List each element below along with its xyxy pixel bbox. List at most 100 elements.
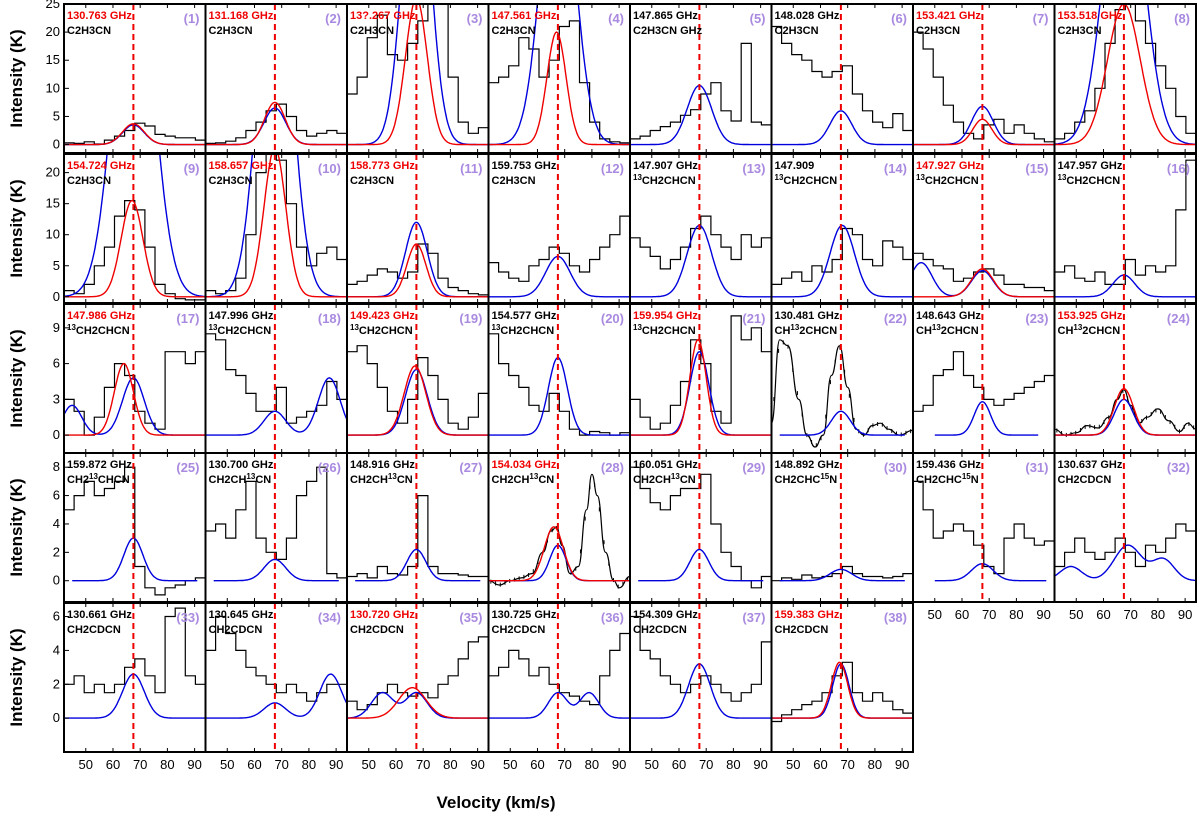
model-fit-blue [913,262,1055,298]
molecule-label: CH213CHCN [67,472,130,487]
molecule-part: 2CHC [932,474,962,486]
molecule-part: CH [350,474,366,486]
panel-index: (36) [601,610,624,625]
molecule-part: 2H3CN [358,175,394,187]
panel-index: (6) [891,11,907,26]
panel-index: (32) [1167,460,1190,475]
molecule-label: CH2CH13CN [350,472,413,487]
molecule-label: CH2CDCN [775,624,829,636]
x-tick-label: 80 [302,757,316,772]
model-fit-red [488,31,630,146]
molecule-isotope-superscript: 13 [1073,323,1082,332]
x-tick-label: 60 [530,757,544,772]
molecule-isotope-superscript: 13 [671,472,680,481]
molecule-label: CH2CDCN [209,624,263,636]
molecule-part: 2H3CN GHz [641,25,703,37]
molecule-part: CN [397,474,413,486]
molecule-part: C [67,25,75,37]
x-tick-label: 80 [1151,607,1165,622]
frequency-label: 130.725 GHz [492,609,557,621]
y-tick-label: 2 [53,676,60,691]
molecule-label: 13CH2CHCN [67,323,130,338]
panel-index: (5) [750,11,766,26]
molecule-label: 13CH2CHCN [1058,173,1121,188]
frequency-label: 130.661 GHz [67,609,132,621]
model-fit-blue [630,663,772,719]
molecule-isotope-superscript: 13 [790,323,799,332]
x-tick-label: 60 [672,757,686,772]
molecule-part: 2CH [507,474,529,486]
observed-spectrum [771,227,913,285]
molecule-label: CH2CHC15N [916,472,979,487]
y-tick-label: 10 [46,80,60,95]
panel-index: (15) [1025,161,1048,176]
panel-index: (13) [742,161,765,176]
panel-index: (16) [1167,161,1190,176]
panel-index: (19) [459,311,482,326]
panel-plot-area [913,4,1055,153]
molecule-part: C [916,25,924,37]
panel-plot-area [913,304,1055,453]
observed-spectrum [205,154,347,295]
molecule-part: 2CDCN [507,624,545,636]
panel-plot-area [488,304,630,453]
molecule-part: CH [67,624,83,636]
y-tick-label: 0 [53,289,60,304]
x-tick-label: 50 [362,757,376,772]
x-tick-label: 60 [106,757,120,772]
molecule-isotope-superscript: 13 [633,323,642,332]
y-tick-label: 6 [53,609,60,624]
frequency-label: 147.561 GHz [492,10,557,22]
panel-frame [770,602,914,753]
panel-index: (10) [318,161,341,176]
model-fit-blue [488,691,630,719]
frequency-label: 159.383 GHz [775,609,840,621]
model-fit-blue [630,84,772,146]
observed-spectrum [771,565,913,582]
model-fit-blue [213,558,339,582]
y-axis-label: Intensity (K) [7,179,26,277]
molecule-part: CH [916,325,932,337]
frequency-label: 153.518 GHz [1058,10,1123,22]
molecule-isotope-superscript: 15 [962,472,971,481]
molecule-part: 2H3CN [499,175,535,187]
frequency-label: 158.773 GHz [350,160,415,172]
molecule-isotope-superscript: 13 [775,173,784,182]
molecule-part: CH2CHCN [642,325,696,337]
frequency-label: 147.907 GHz [633,160,698,172]
panel-index: (8) [1174,11,1190,26]
molecule-part: 2CDCN [1073,474,1111,486]
molecule-isotope-superscript: 13 [916,173,925,182]
model-fit-red [630,339,772,436]
molecule-part: 2H3CN [216,25,252,37]
molecule-part: CH [67,474,83,486]
panel-index: (9) [184,161,200,176]
x-tick-label: 50 [928,607,942,622]
panel-index: (20) [601,311,624,326]
molecule-part: 2CHC [790,474,820,486]
frequency-label: 154.724 GHz [67,160,132,172]
molecule-label: C2H3CN [775,25,819,37]
model-fit-blue [488,255,630,298]
molecule-label: 13CH2CHCN [775,173,838,188]
molecule-label: 13CH2CHCN [916,173,979,188]
x-tick-label: 90 [1178,607,1192,622]
model-fit-blue [1054,544,1196,582]
x-tick-label: 90 [187,757,201,772]
molecule-label: CH2CH13CN [492,472,555,487]
molecule-part: CH [1058,325,1074,337]
model-fit-blue [771,224,913,298]
spectrum-panel: 130.637 GHz CH2CDCN (32) 50 60 70 80 90 [1053,452,1197,622]
panel-plot-area [64,603,206,752]
observed-spectrum [347,243,489,296]
molecule-label: CH132CHCN [775,323,838,338]
frequency-label: 159.954 GHz [633,310,698,322]
frequency-label: 131.168 GHz [209,10,274,22]
molecule-part: 2H3CN [924,25,960,37]
spectrum-panel: 159.383 GHz CH2CDCN (38) 50 60 70 80 90 [770,602,914,772]
observed-spectrum [630,42,772,140]
